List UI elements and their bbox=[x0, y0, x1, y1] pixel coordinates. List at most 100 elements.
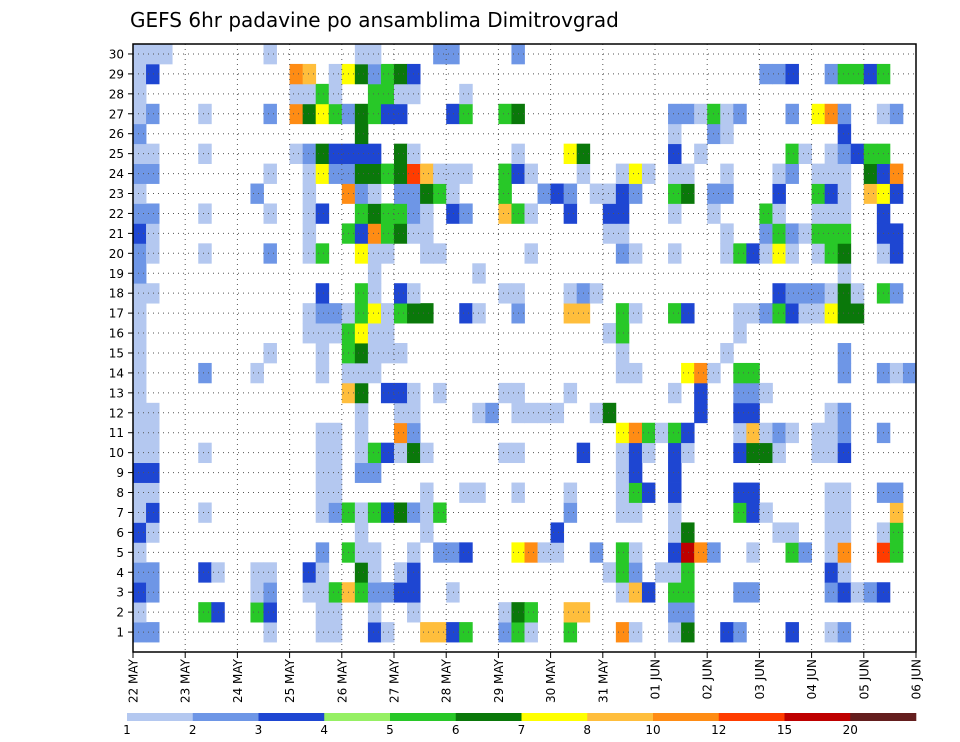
heatmap-cell bbox=[681, 622, 695, 643]
heatmap-cell bbox=[628, 562, 643, 583]
heatmap-cell bbox=[759, 422, 773, 444]
heatmap-cell bbox=[550, 522, 565, 543]
heatmap-cell bbox=[785, 522, 799, 543]
heatmap-cell bbox=[315, 502, 330, 523]
heatmap-cell bbox=[367, 622, 382, 643]
heatmap-cell bbox=[354, 243, 369, 264]
x-tick-label: 01 JUN bbox=[649, 659, 663, 699]
heatmap-cell bbox=[655, 422, 669, 444]
heatmap-cell bbox=[367, 103, 382, 125]
heatmap-cell bbox=[668, 203, 682, 224]
heatmap-cell bbox=[394, 562, 408, 583]
heatmap-cell bbox=[524, 203, 538, 224]
legend-label: 15 bbox=[777, 723, 792, 737]
x-tick-label: 04 JUN bbox=[805, 659, 819, 699]
heatmap-cell bbox=[367, 582, 382, 603]
heatmap-cell bbox=[446, 163, 460, 184]
heatmap-cell bbox=[837, 123, 852, 145]
heatmap-cell bbox=[263, 343, 277, 364]
heatmap-cell bbox=[668, 382, 682, 404]
heatmap-cell bbox=[367, 44, 382, 65]
heatmap-cell bbox=[433, 502, 447, 523]
heatmap-cell bbox=[602, 402, 617, 424]
heatmap-cell bbox=[420, 203, 434, 224]
heatmap-cell bbox=[772, 243, 786, 264]
heatmap-cell bbox=[798, 283, 812, 304]
x-tick-label: 23 MAY bbox=[179, 658, 193, 703]
heatmap-cell bbox=[863, 143, 878, 164]
heatmap-cell bbox=[863, 582, 878, 603]
heatmap-cell bbox=[367, 223, 382, 244]
heatmap-cell bbox=[250, 602, 264, 623]
heatmap-cell bbox=[146, 402, 160, 424]
heatmap-cell bbox=[380, 203, 395, 224]
heatmap-cell bbox=[889, 283, 904, 304]
heatmap-cell bbox=[433, 163, 447, 184]
heatmap-cell bbox=[133, 343, 147, 364]
y-tick-label: 6 bbox=[116, 526, 124, 540]
heatmap-cell bbox=[902, 362, 917, 384]
y-tick-label: 30 bbox=[109, 47, 124, 61]
heatmap-cell bbox=[498, 103, 512, 125]
heatmap-cell bbox=[824, 582, 839, 603]
heatmap-cell bbox=[837, 422, 852, 444]
heatmap-cell bbox=[824, 283, 839, 304]
heatmap-cell bbox=[628, 622, 643, 643]
x-tick-label: 29 MAY bbox=[492, 658, 506, 703]
legend-swatch bbox=[258, 713, 325, 721]
heatmap-cell bbox=[602, 562, 617, 583]
heatmap-cell bbox=[367, 303, 382, 324]
heatmap-cell bbox=[798, 303, 812, 324]
heatmap-cell bbox=[733, 303, 747, 324]
heatmap-cell bbox=[668, 462, 682, 483]
heatmap-cell bbox=[446, 203, 460, 224]
heatmap-cell bbox=[367, 63, 382, 85]
legend-label: 6 bbox=[452, 723, 460, 737]
y-tick-label: 3 bbox=[116, 586, 124, 600]
heatmap-cell bbox=[837, 283, 852, 304]
heatmap-cell bbox=[824, 522, 839, 543]
heatmap-cell bbox=[498, 183, 512, 204]
heatmap-cell bbox=[615, 622, 630, 643]
heatmap-cell bbox=[850, 303, 865, 324]
heatmap-cell bbox=[785, 223, 799, 244]
heatmap-cell bbox=[354, 63, 369, 85]
heatmap-cell bbox=[837, 502, 852, 523]
heatmap-cell bbox=[563, 602, 578, 623]
heatmap-cell bbox=[380, 582, 395, 603]
heatmap-cell bbox=[380, 83, 395, 105]
heatmap-cell bbox=[850, 582, 865, 603]
heatmap-cell bbox=[302, 223, 317, 244]
heatmap-cell bbox=[250, 362, 264, 384]
heatmap-cell bbox=[146, 562, 160, 583]
heatmap-cell bbox=[133, 422, 147, 444]
heatmap-cell bbox=[785, 542, 799, 563]
heatmap-cell bbox=[315, 582, 330, 603]
heatmap-cell bbox=[837, 562, 852, 583]
heatmap-cell bbox=[380, 163, 395, 184]
heatmap-cell bbox=[394, 303, 408, 324]
heatmap-cell bbox=[133, 522, 147, 543]
heatmap-cell bbox=[681, 562, 695, 583]
heatmap-cell bbox=[472, 482, 486, 503]
heatmap-cell bbox=[146, 482, 160, 503]
heatmap-cell bbox=[733, 622, 747, 643]
y-tick-label: 7 bbox=[116, 506, 124, 520]
heatmap-cell bbox=[380, 63, 395, 85]
heatmap-cell bbox=[798, 542, 812, 563]
heatmap-cell bbox=[824, 243, 839, 264]
heatmap-cell bbox=[524, 243, 538, 264]
heatmap-cell bbox=[367, 562, 382, 583]
x-tick-label: 31 MAY bbox=[596, 658, 610, 703]
heatmap-cell bbox=[367, 542, 382, 563]
heatmap-cell bbox=[367, 343, 382, 364]
plot-frame bbox=[132, 43, 917, 653]
heatmap-cell bbox=[354, 522, 369, 543]
heatmap-cell bbox=[524, 622, 538, 643]
heatmap-cell bbox=[433, 622, 447, 643]
heatmap-cell bbox=[146, 462, 160, 483]
heatmap-cell bbox=[694, 542, 708, 563]
legend-swatch bbox=[521, 713, 588, 721]
heatmap-cell bbox=[367, 602, 382, 623]
heatmap-cell bbox=[328, 163, 343, 184]
